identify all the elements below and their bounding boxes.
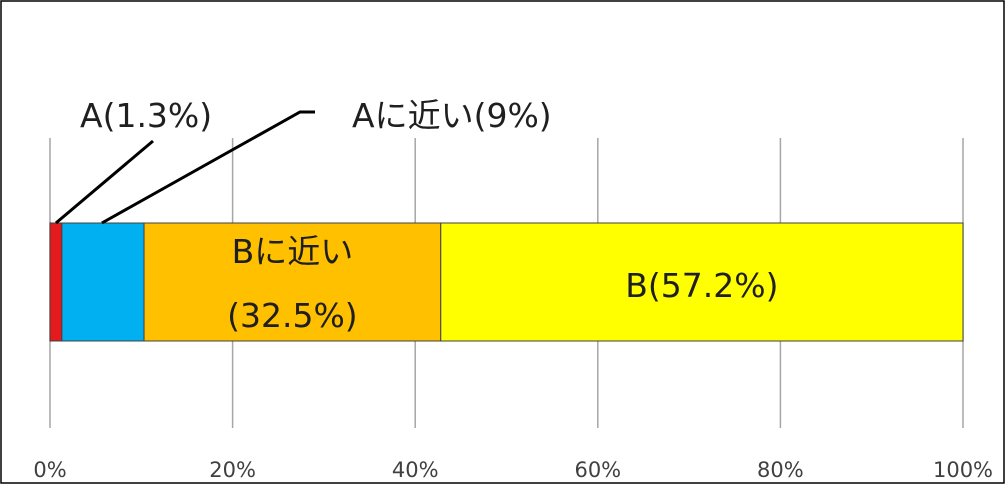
bar-segment (49, 222, 63, 342)
bar-segment (61, 222, 145, 342)
callouts (54, 110, 315, 225)
bar-segment (440, 222, 964, 342)
segment-labels: Bに近い (32.5%) B(57.2%) A(1.3%) Aに近い(9%) (80, 96, 778, 335)
bar-segments (49, 222, 964, 342)
x-tick-label: 100% (933, 458, 993, 482)
callout-label: A(1.3%) (80, 96, 212, 135)
x-tick-label: 0% (33, 458, 66, 482)
x-tick-label: 20% (209, 458, 256, 482)
callout-label: Aに近い(9%) (352, 96, 552, 135)
segment-label: B(57.2%) (625, 266, 778, 305)
leader-line (101, 110, 315, 225)
x-axis-ticks: 0% 20% 40% 60% 80% 100% (33, 458, 993, 482)
x-tick-label: 60% (574, 458, 621, 482)
x-tick-label: 40% (392, 458, 439, 482)
segment-label: (32.5%) (227, 296, 358, 335)
x-tick-label: 80% (757, 458, 804, 482)
segment-label: Bに近い (232, 232, 354, 271)
leader-line (54, 139, 154, 225)
